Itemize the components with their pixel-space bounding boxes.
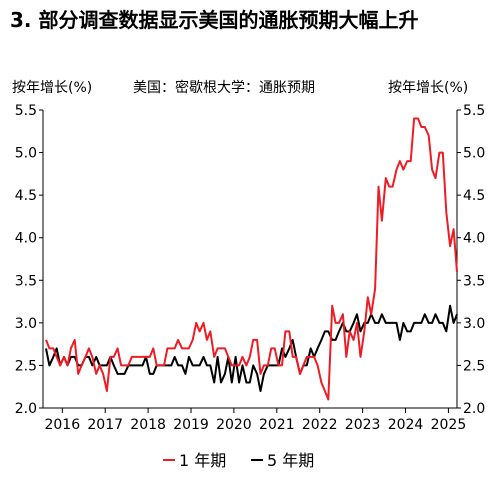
left-y-tick-label: 5.0	[15, 146, 37, 162]
x-tick-label: 2017	[87, 417, 123, 433]
legend-label-1y: 1 年期	[179, 451, 226, 470]
x-tick-label: 2016	[44, 417, 80, 433]
right-y-tick-label: 3.0	[463, 316, 485, 332]
x-tick-label: 2024	[388, 417, 424, 433]
left-y-axis-ticks: 2.0 2.5 3.0 3.5 4.0 4.5 5.0 5.5	[15, 103, 43, 417]
legend: 1 年期 5 年期	[163, 451, 314, 470]
left-y-tick-label: 3.5	[15, 273, 37, 289]
right-y-axis-ticks: 2.0 2.5 3.0 3.5 4.0 4.5 5.0 5.5	[457, 103, 485, 417]
left-y-tick-label: 4.0	[15, 231, 37, 247]
left-y-tick-label: 5.5	[15, 103, 37, 119]
x-axis-ticks: 2016 2017 2018 2019 2020 2021 2022 2023 2024 2025	[44, 408, 466, 433]
page-title: 3. 部分调查数据显示美国的通胀预期大幅上升	[10, 8, 419, 32]
left-axis-label: 按年增长(%)	[12, 80, 92, 96]
x-tick-label: 2021	[259, 417, 295, 433]
x-tick-label: 2023	[345, 417, 381, 433]
x-tick-label: 2019	[173, 417, 209, 433]
right-y-tick-label: 4.0	[463, 231, 485, 247]
left-y-tick-label: 4.5	[15, 188, 37, 204]
left-y-tick-label: 2.5	[15, 358, 37, 374]
series-line-5y	[45, 304, 458, 392]
x-tick-label: 2018	[130, 417, 166, 433]
right-axis-label: 按年增长(%)	[388, 80, 468, 96]
right-y-tick-label: 4.5	[463, 188, 485, 204]
right-y-tick-label: 5.5	[463, 103, 485, 119]
x-tick-label: 2022	[302, 417, 338, 433]
series-lines	[45, 117, 458, 401]
right-y-tick-label: 2.0	[463, 401, 485, 417]
legend-label-5y: 5 年期	[267, 451, 314, 470]
x-tick-label: 2020	[216, 417, 252, 433]
left-y-tick-label: 3.0	[15, 316, 37, 332]
series-line-1y	[45, 117, 458, 401]
right-y-tick-label: 2.5	[463, 358, 485, 374]
right-y-tick-label: 5.0	[463, 146, 485, 162]
chart-title: 美国：密歇根大学：通胀预期	[133, 79, 315, 96]
left-y-tick-label: 2.0	[15, 401, 37, 417]
right-y-tick-label: 3.5	[463, 273, 485, 289]
x-tick-label: 2025	[431, 417, 467, 433]
